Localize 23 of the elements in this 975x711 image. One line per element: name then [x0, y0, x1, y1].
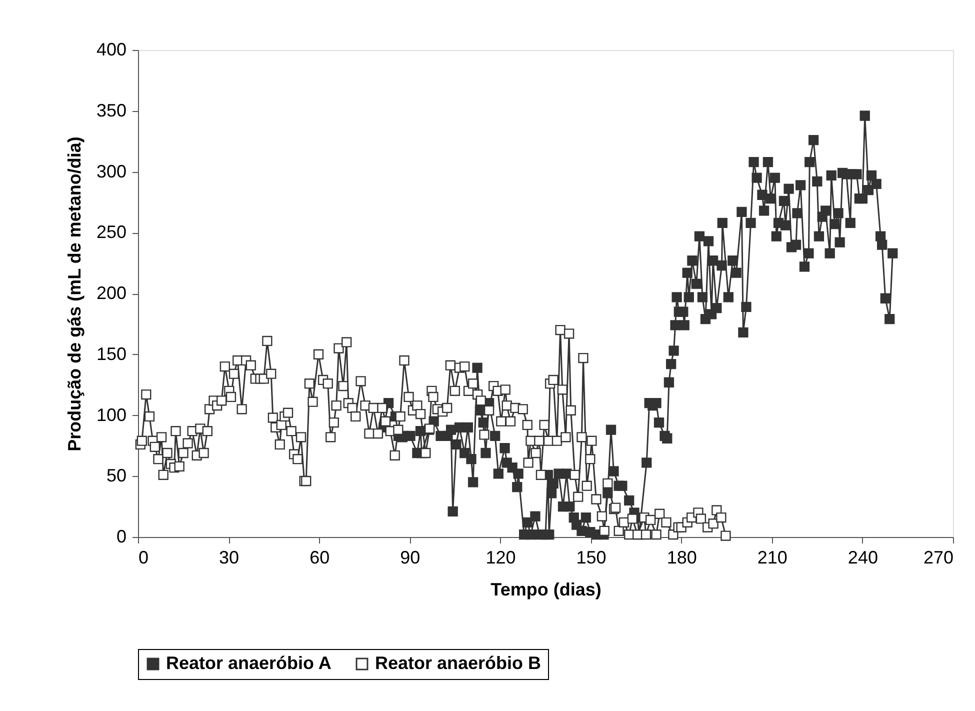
x-tick-label: 210 — [757, 548, 788, 568]
y-tick-label: 400 — [96, 40, 126, 60]
x-axis-title: Tempo (dias) — [490, 580, 602, 600]
legend-label: Reator anaeróbio B — [375, 653, 542, 673]
y-tick-label: 150 — [96, 344, 126, 364]
y-tick-label: 350 — [96, 100, 126, 120]
x-tick-label: 30 — [219, 548, 240, 568]
x-tick-label: 150 — [576, 548, 606, 568]
y-tick-label: 250 — [96, 222, 126, 242]
x-tick-label: 60 — [310, 548, 330, 568]
legend-label: Reator anaeróbio A — [166, 653, 332, 673]
y-tick-label: 100 — [96, 404, 126, 425]
y-axis-title: Produção de gás (mL de metano/dia) — [64, 136, 84, 452]
y-tick-label: 50 — [106, 466, 126, 486]
y-tick-label: 200 — [96, 283, 126, 303]
y-tick-label: 300 — [96, 161, 126, 182]
x-tick-label: 90 — [400, 548, 420, 568]
x-tick-label: 0 — [138, 548, 149, 568]
x-tick-label: 240 — [848, 548, 878, 568]
x-tick-label: 270 — [923, 548, 954, 568]
x-tick-label: 180 — [666, 548, 697, 568]
y-tick-label: 0 — [116, 526, 126, 546]
x-tick-label: 120 — [486, 548, 516, 568]
